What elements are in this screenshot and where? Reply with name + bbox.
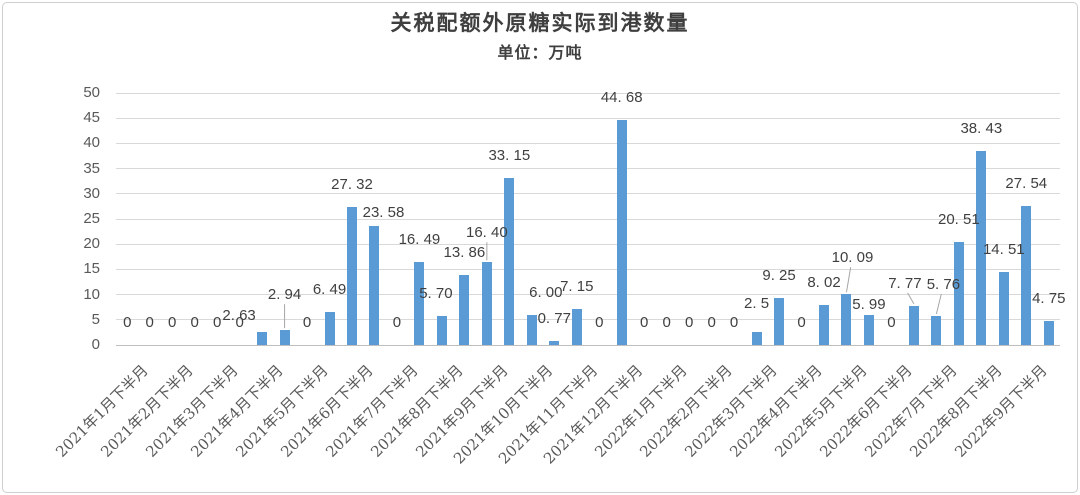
- bar-value-label: 20. 51: [937, 210, 980, 228]
- bar-value-label: 2. 94: [267, 286, 302, 304]
- bar: [863, 314, 874, 345]
- gridline: [116, 193, 1060, 195]
- bar-value-label: 0: [235, 314, 244, 331]
- bar-value-label: 7. 15: [560, 277, 594, 295]
- bar-value-label: 16. 40: [465, 224, 508, 242]
- bar: [257, 331, 268, 345]
- bar-value-label: 0: [640, 314, 649, 331]
- bar: [908, 305, 919, 345]
- bar: [504, 177, 515, 345]
- bar: [841, 294, 852, 345]
- bar-value-label: 8. 02: [807, 273, 841, 291]
- gridline: [116, 142, 1060, 144]
- bar-value-label: 0: [662, 314, 671, 331]
- y-axis-tick-label: 50: [83, 84, 100, 101]
- bar-value-label: 6. 00: [529, 283, 563, 301]
- bar-value-label: 0: [887, 314, 896, 331]
- gridline: [116, 168, 1060, 170]
- y-axis-tick-label: 15: [83, 260, 100, 278]
- bar: [436, 316, 447, 345]
- bar-value-label: 0: [302, 314, 312, 331]
- bar: [616, 119, 627, 345]
- bar-value-label: 0: [212, 314, 222, 331]
- y-axis-tick-label: 20: [83, 235, 100, 253]
- bar-value-label: 33. 15: [488, 146, 531, 164]
- bar-value-label: 7. 77: [888, 274, 922, 292]
- bar: [549, 341, 560, 345]
- bar-value-label: 16. 49: [398, 230, 441, 248]
- bar: [369, 226, 380, 345]
- bar: [819, 304, 829, 345]
- bar-value-label: 5. 76: [926, 275, 961, 293]
- bar-value-label: 0: [123, 314, 132, 331]
- bar-value-label: 38. 43: [960, 120, 1003, 138]
- bar-value-label: 27. 54: [1005, 175, 1048, 193]
- bar-value-label: 0: [729, 314, 739, 331]
- y-axis-tick-label: 30: [83, 184, 100, 202]
- bar-value-label: 0: [684, 314, 694, 331]
- y-axis-tick-label: 25: [83, 210, 100, 227]
- bar: [279, 330, 290, 345]
- bar-value-label: 5. 70: [419, 285, 453, 303]
- gridline: [116, 268, 1060, 270]
- bar-value-label: 9. 25: [762, 267, 796, 285]
- bar: [953, 241, 964, 345]
- bar: [751, 332, 762, 345]
- bar-value-label: 0: [168, 314, 177, 331]
- bar-value-label: 4. 75: [1032, 290, 1066, 308]
- bar-value-label: 0: [190, 314, 199, 331]
- bar: [1043, 321, 1054, 345]
- bar: [324, 312, 335, 345]
- bar-value-label: 0: [595, 314, 604, 331]
- y-axis-tick-label: 10: [83, 285, 100, 303]
- leader-line: [935, 293, 942, 315]
- bar-value-label: 23. 58: [362, 204, 405, 222]
- bar-value-label: 2. 63: [222, 306, 256, 324]
- bar-value-label: 10. 09: [831, 249, 874, 267]
- y-axis-tick-label: 35: [83, 159, 100, 177]
- bar: [931, 315, 942, 345]
- bar: [774, 298, 785, 345]
- bar-value-label: 2. 5: [744, 295, 770, 313]
- bar-value-label: 27. 32: [331, 176, 373, 194]
- bar-value-label: 0: [145, 314, 154, 331]
- bar: [998, 271, 1009, 345]
- chart-title: 关税配额外原糖实际到港数量: [390, 10, 690, 35]
- bar-value-label: 13. 86: [443, 244, 486, 262]
- gridline: [116, 92, 1060, 94]
- y-axis-tick-label: 0: [91, 336, 100, 353]
- bar-value-label: 0: [797, 314, 806, 331]
- bar: [526, 314, 537, 345]
- bar: [347, 207, 357, 345]
- gridline: [116, 117, 1060, 119]
- gridline: [116, 218, 1060, 220]
- bar: [414, 261, 425, 345]
- bar: [459, 275, 470, 345]
- x-axis-line: [116, 344, 1060, 346]
- y-axis-tick-label: 45: [83, 109, 100, 127]
- bar-value-label: 14. 51: [982, 240, 1025, 258]
- y-axis-tick-label: 5: [91, 310, 100, 328]
- bar: [976, 151, 987, 345]
- chart-subtitle: 单位：万吨: [497, 43, 583, 62]
- bar-value-label: 0. 77: [537, 310, 571, 328]
- bar-value-label: 6. 49: [312, 281, 347, 299]
- bar: [571, 308, 582, 345]
- gridline: [116, 319, 1060, 321]
- gridline: [116, 243, 1060, 245]
- bar-value-label: 5. 99: [852, 295, 886, 313]
- gridline: [116, 294, 1060, 296]
- bar-value-label: 0: [392, 314, 402, 331]
- bar: [1021, 206, 1032, 345]
- bar-value-label: 44. 68: [600, 88, 643, 106]
- y-axis-tick-label: 40: [83, 134, 100, 152]
- bar-value-label: 0: [707, 314, 716, 331]
- bar: [481, 262, 492, 345]
